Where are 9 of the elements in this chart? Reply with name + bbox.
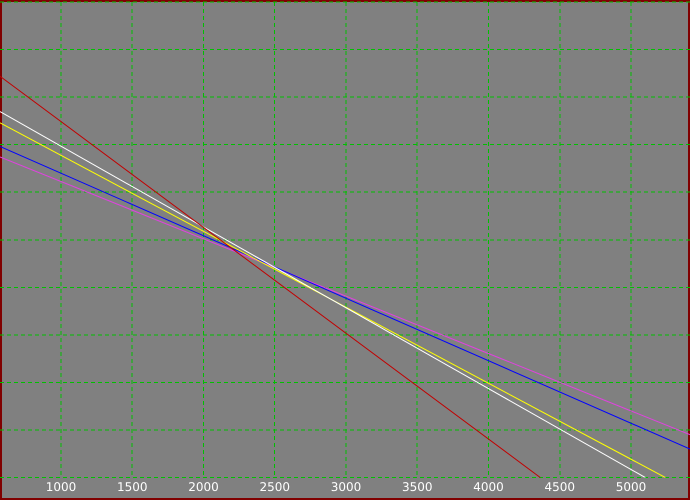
x-tick-label: 2500 [259, 480, 290, 494]
x-tick-label: 1500 [116, 480, 148, 494]
x-tick-label: 3000 [330, 480, 362, 494]
x-tick-label: 1000 [46, 480, 76, 494]
x-tick-label: 4500 [544, 480, 576, 494]
x-tick-label: 3500 [402, 480, 433, 494]
x-tick-label: 5000 [616, 480, 646, 494]
x-tick-label: 2000 [188, 480, 219, 494]
x-tick-label: 4000 [473, 480, 504, 494]
